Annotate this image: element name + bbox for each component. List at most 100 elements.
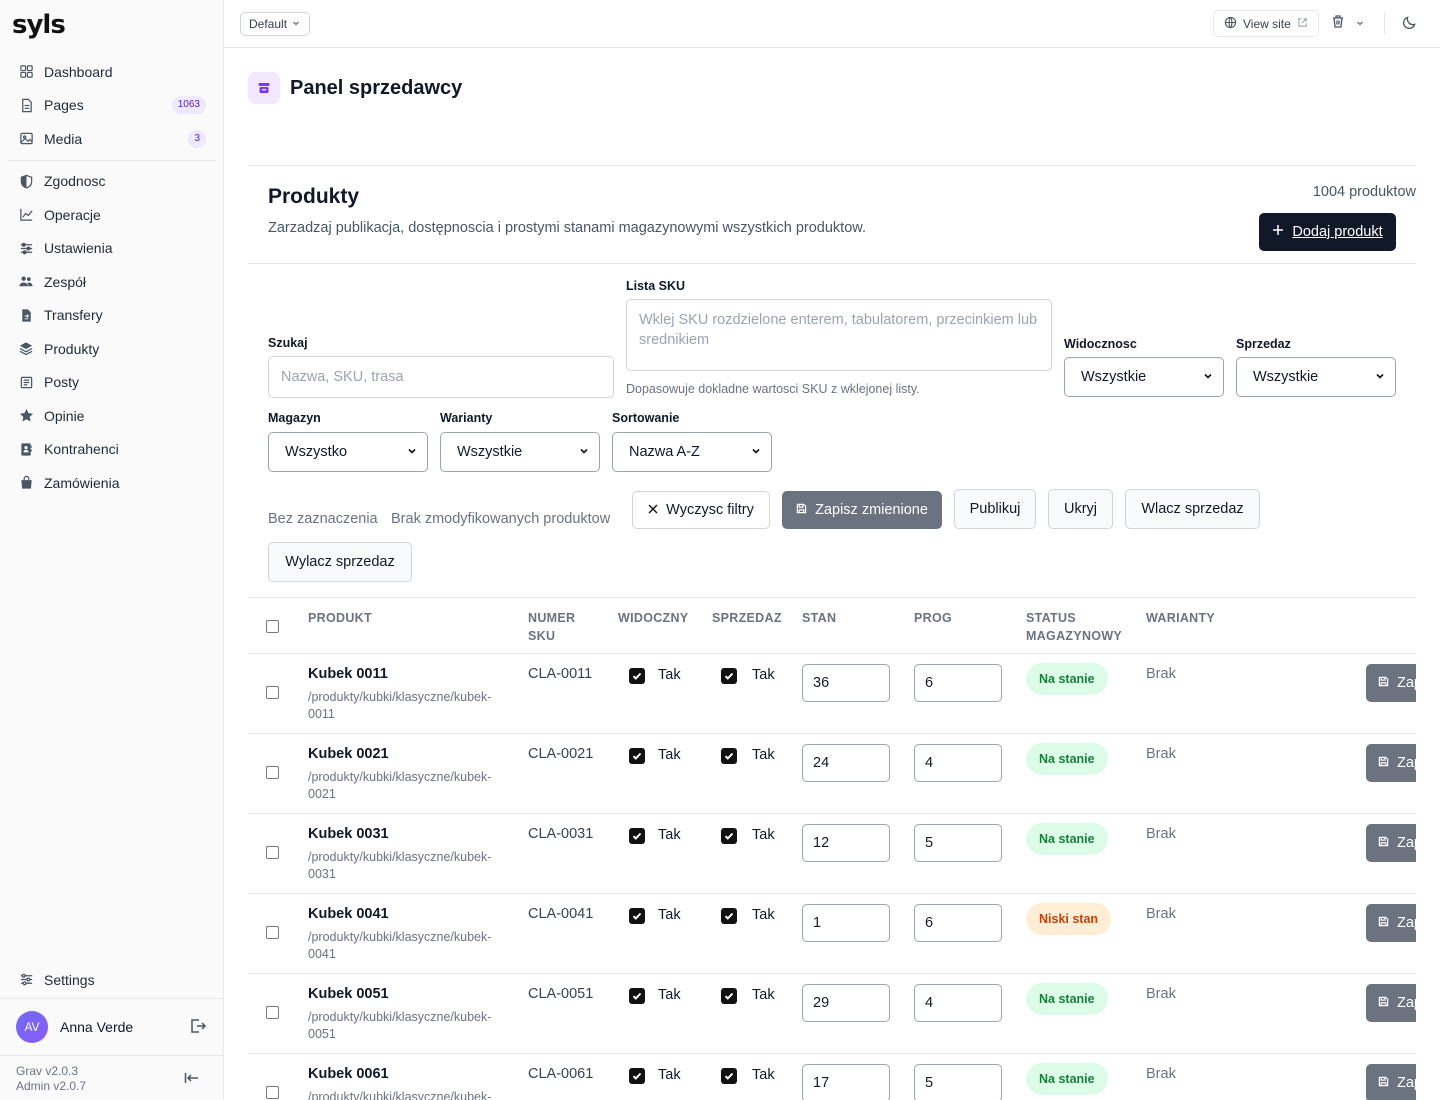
stock-input[interactable]: 36	[802, 664, 890, 702]
sku-list-textarea[interactable]: Wklej SKU rozdzielone enterem, tabulator…	[626, 299, 1052, 371]
sidebar-item-zespół[interactable]: Zespół	[8, 265, 216, 299]
dark-mode-toggle-icon[interactable]	[1402, 15, 1417, 33]
stock-input[interactable]: 17	[802, 1064, 890, 1100]
status-badge: Na stanie	[1026, 1063, 1108, 1095]
collapse-sidebar-icon[interactable]	[184, 1070, 200, 1089]
product-name[interactable]: Kubek 0031	[308, 826, 389, 842]
add-product-button[interactable]: Dodaj produkt	[1259, 213, 1396, 251]
sidebar-item-zgodnosc[interactable]: Zgodnosc	[8, 165, 216, 199]
row-select-checkbox[interactable]	[266, 846, 279, 859]
visible-checkbox[interactable]	[629, 828, 645, 844]
column-sku[interactable]: NUMER SKU	[528, 611, 576, 643]
visible-checkbox[interactable]	[629, 1068, 645, 1084]
row-select-checkbox[interactable]	[266, 1006, 279, 1019]
sidebar-item-operacje[interactable]: Operacje	[8, 198, 216, 232]
sidebar-item-media[interactable]: Media 3	[8, 122, 216, 156]
visibility-select[interactable]: Wszystkie	[1064, 357, 1224, 397]
save-row-button[interactable]: Zapisz	[1366, 744, 1416, 782]
newspaper-icon	[18, 374, 34, 390]
view-site-button[interactable]: View site	[1213, 10, 1319, 37]
save-changed-button[interactable]: Zapisz zmienione	[782, 491, 942, 529]
column-product[interactable]: PRODUKT	[308, 611, 372, 625]
visible-checkbox[interactable]	[629, 748, 645, 764]
threshold-input[interactable]: 4	[914, 744, 1002, 782]
sidebar-item-opinie[interactable]: Opinie	[8, 399, 216, 433]
logo[interactable]: syls	[12, 10, 66, 40]
search-input[interactable]: Nazwa, SKU, trasa	[268, 356, 614, 398]
disable-sales-button[interactable]: Wylacz sprzedaz	[268, 542, 412, 582]
column-visible[interactable]: WIDOCZNY	[618, 611, 689, 625]
hide-button[interactable]: Ukryj	[1048, 489, 1113, 529]
column-status[interactable]: STATUS MAGAZYNOWY	[1026, 611, 1123, 643]
save-row-button[interactable]: Zapisz	[1366, 664, 1416, 702]
row-select-checkbox[interactable]	[266, 766, 279, 779]
sales-checkbox[interactable]	[721, 908, 737, 924]
product-name[interactable]: Kubek 0021	[308, 746, 389, 762]
sales-checkbox[interactable]	[721, 828, 737, 844]
variants-select[interactable]: Wszystkie	[440, 432, 600, 472]
stock-input[interactable]: 1	[802, 904, 890, 942]
sidebar-item-kontrahenci[interactable]: Kontrahenci	[8, 433, 216, 467]
sort-select[interactable]: Nazwa A-Z	[612, 432, 772, 472]
sidebar-item-label: Dashboard	[44, 63, 113, 80]
product-name[interactable]: Kubek 0011	[308, 666, 388, 682]
threshold-input[interactable]: 5	[914, 824, 1002, 862]
environment-select[interactable]: Default	[240, 12, 311, 36]
enable-sales-button[interactable]: Wlacz sprzedaz	[1125, 489, 1260, 529]
sales-label: Tak	[752, 987, 775, 1003]
sales-checkbox[interactable]	[721, 988, 737, 1004]
save-row-button[interactable]: Zapisz	[1366, 984, 1416, 1022]
column-threshold[interactable]: PROG	[914, 611, 953, 625]
sidebar-item-transfery[interactable]: Transfery	[8, 299, 216, 333]
table-header: PRODUKT NUMER SKU WIDOCZNY SPRZEDAZ STAN…	[248, 598, 1416, 654]
threshold-input[interactable]: 6	[914, 904, 1002, 942]
threshold-input[interactable]: 6	[914, 664, 1002, 702]
admin-version: Admin v2.0.7	[16, 1079, 87, 1093]
product-name[interactable]: Kubek 0061	[308, 1066, 389, 1082]
product-name[interactable]: Kubek 0051	[308, 986, 389, 1002]
threshold-input[interactable]: 4	[914, 984, 1002, 1022]
sidebar-item-label: Kontrahenci	[44, 441, 119, 458]
sidebar-item-label: Ustawienia	[44, 240, 113, 257]
sales-select[interactable]: Wszystkie	[1236, 357, 1396, 397]
sidebar-item-posty[interactable]: Posty	[8, 366, 216, 400]
threshold-input[interactable]: 5	[914, 1064, 1002, 1100]
column-variants[interactable]: WARIANTY	[1146, 611, 1216, 625]
warehouse-select[interactable]: Wszystko	[268, 432, 428, 472]
visible-checkbox[interactable]	[629, 908, 645, 924]
save-row-button[interactable]: Zapisz	[1366, 904, 1416, 942]
sales-checkbox[interactable]	[721, 1068, 737, 1084]
sales-checkbox[interactable]	[721, 668, 737, 684]
stock-input[interactable]: 29	[802, 984, 890, 1022]
visible-checkbox[interactable]	[629, 988, 645, 1004]
products-table: PRODUKT NUMER SKU WIDOCZNY SPRZEDAZ STAN…	[248, 597, 1416, 1100]
sidebar-item-dashboard[interactable]: Dashboard	[8, 55, 216, 89]
chevron-down-icon	[751, 444, 761, 460]
disable-sales-label: Wylacz sprzedaz	[285, 554, 395, 570]
sales-checkbox[interactable]	[721, 748, 737, 764]
column-stock[interactable]: STAN	[802, 611, 837, 625]
sidebar-item-settings[interactable]: Settings	[8, 963, 216, 997]
sidebar-item-produkty[interactable]: Produkty	[8, 332, 216, 366]
select-all-checkbox[interactable]	[266, 620, 279, 633]
visible-checkbox[interactable]	[629, 668, 645, 684]
product-name[interactable]: Kubek 0041	[308, 906, 389, 922]
avatar[interactable]: AV	[16, 1011, 48, 1043]
chevron-down-icon	[407, 444, 417, 460]
sidebar-item-pages[interactable]: Pages 1063	[8, 89, 216, 123]
stock-input[interactable]: 12	[802, 824, 890, 862]
sidebar-item-zamówienia[interactable]: Zamówienia	[8, 466, 216, 500]
cache-menu-button[interactable]	[1331, 14, 1365, 32]
row-select-checkbox[interactable]	[266, 926, 279, 939]
publish-button[interactable]: Publikuj	[954, 489, 1036, 529]
column-sales[interactable]: SPRZEDAZ	[712, 611, 782, 625]
save-row-button[interactable]: Zapisz	[1366, 824, 1416, 862]
row-select-checkbox[interactable]	[266, 1086, 279, 1099]
stock-input[interactable]: 24	[802, 744, 890, 782]
clear-filters-button[interactable]: Wyczysc filtry	[632, 491, 770, 529]
row-select-checkbox[interactable]	[266, 686, 279, 699]
save-row-button[interactable]: Zapisz	[1366, 1064, 1416, 1100]
sidebar-item-ustawienia[interactable]: Ustawienia	[8, 232, 216, 266]
variants-value: Brak	[1146, 666, 1176, 682]
logout-icon[interactable]	[189, 1017, 207, 1038]
